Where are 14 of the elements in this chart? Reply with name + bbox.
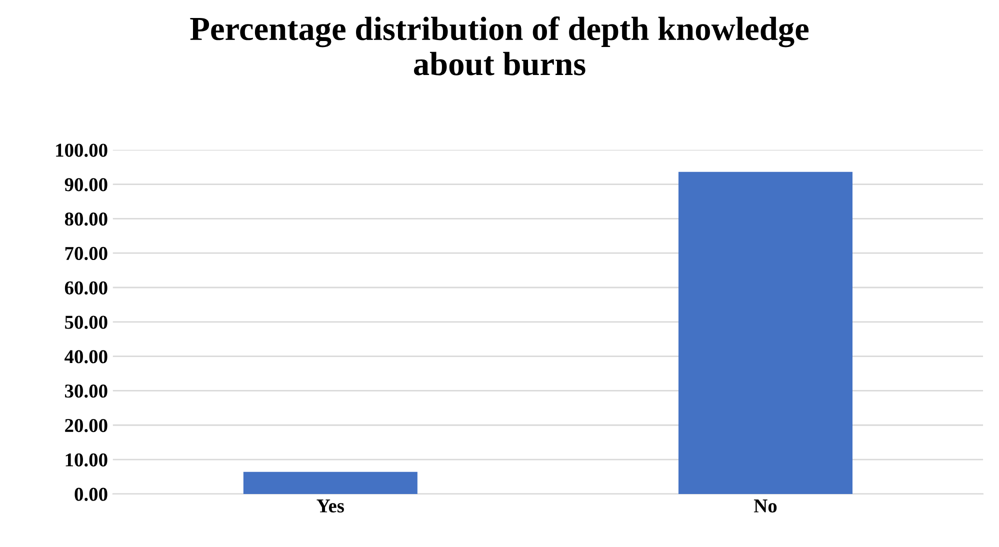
y-tick-label: 20.00 (65, 418, 108, 432)
y-tick-label: 80.00 (64, 212, 108, 226)
y-tick-label: 90.00 (64, 178, 108, 192)
y-tick-label: 30.00 (65, 384, 108, 398)
y-tick-label: 100.00 (56, 144, 108, 157)
y-tick-label: 50.00 (65, 316, 108, 329)
y-tick-label: 0.00 (74, 488, 108, 501)
y-tick-label: 40.00 (64, 350, 108, 364)
x-tick-label: Yes (316, 500, 344, 512)
y-tick-label: 70.00 (65, 246, 108, 260)
y-tick-label: 10.00 (66, 453, 108, 467)
x-tick-label: No (754, 500, 777, 512)
chart-title: Percentage distribution of depth knowledge about burns (190, 16, 809, 76)
y-tick-label: 60.00 (64, 281, 108, 295)
